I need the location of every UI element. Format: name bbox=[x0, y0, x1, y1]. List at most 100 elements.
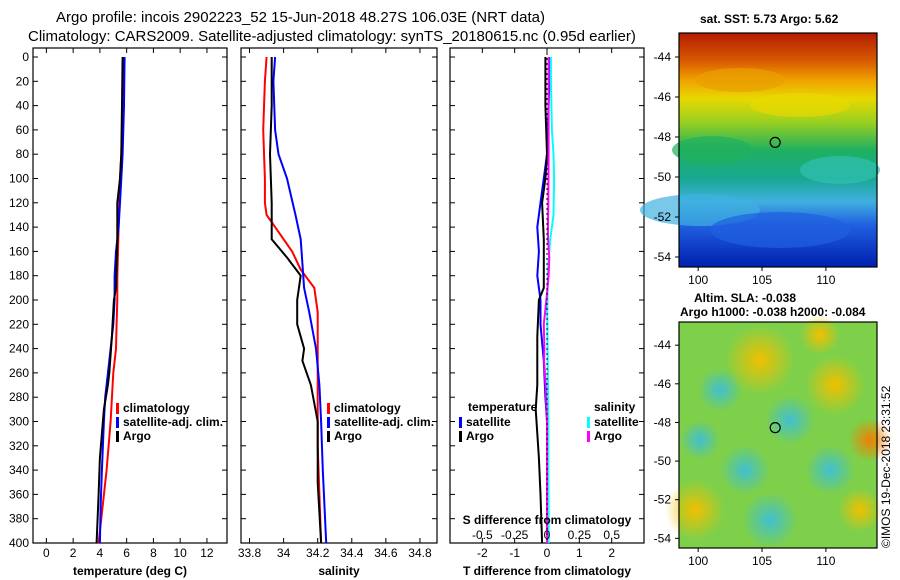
sla-eddy bbox=[805, 355, 865, 415]
diff-legend-t-sat-label: satellite bbox=[466, 415, 511, 429]
lat-tick-label: -52 bbox=[654, 493, 672, 507]
x-tick-label: 12 bbox=[200, 546, 214, 560]
x-tick-label: 6 bbox=[123, 546, 130, 560]
sla-eddy bbox=[800, 315, 840, 355]
y-tick-label: 280 bbox=[9, 390, 29, 404]
sal-legend-0-swatch bbox=[327, 403, 330, 414]
y-tick-label: 260 bbox=[9, 366, 29, 380]
temperature-frame bbox=[32, 47, 228, 544]
sst-patch bbox=[672, 136, 752, 164]
temperature-series-satellite-adj-clim- bbox=[98, 56, 126, 544]
diff-legend-t-argo-label: Argo bbox=[466, 429, 494, 443]
y-tick-label: 220 bbox=[9, 317, 29, 331]
sst-patch bbox=[750, 93, 850, 117]
diff-legend-s-sat-swatch bbox=[587, 417, 590, 428]
y-tick-label: 340 bbox=[9, 463, 29, 477]
lat-tick-label: -50 bbox=[654, 170, 672, 184]
diff-legend-s-argo-swatch bbox=[587, 431, 590, 442]
sla-eddy bbox=[848, 418, 892, 462]
y-tick-label: 160 bbox=[9, 244, 29, 258]
s-diff-tick-label: 0.5 bbox=[603, 528, 620, 542]
temp-legend-1-swatch bbox=[116, 417, 119, 428]
y-tick-label: 40 bbox=[16, 99, 30, 113]
temp-legend-2-swatch bbox=[116, 431, 119, 442]
y-tick-label: 80 bbox=[16, 147, 30, 161]
legend-salinity-title: salinity bbox=[594, 400, 636, 414]
lon-tick-label: 100 bbox=[688, 554, 708, 568]
x-tick-label: 2 bbox=[70, 546, 77, 560]
diff-legend-s-sat-label: satellite bbox=[594, 415, 639, 429]
y-tick-label: 60 bbox=[16, 123, 30, 137]
sla-eddy bbox=[838, 488, 882, 532]
sst-map: 100 105 110 -44 -46 -48 -50 -52 -54 bbox=[640, 32, 880, 287]
map-frame bbox=[678, 32, 878, 268]
x-tick-label: -1 bbox=[509, 546, 520, 560]
y-tick-label: 300 bbox=[9, 415, 29, 429]
lon-tick-label: 105 bbox=[752, 554, 772, 568]
sst-patch bbox=[710, 212, 850, 248]
s-diff-xlabel: S difference from climatology bbox=[463, 513, 632, 527]
lat-tick-label: -54 bbox=[654, 250, 672, 264]
sla-map: 100 105 110 -44 -46 -48 -50 -52 -54 bbox=[654, 315, 892, 568]
x-tick-label: 34.2 bbox=[306, 546, 330, 560]
s-diff-tick-label: 0 bbox=[544, 528, 551, 542]
map-frame bbox=[678, 321, 878, 549]
sla-eddy bbox=[665, 480, 725, 540]
sla-map-title: Altim. SLA: -0.038 bbox=[694, 291, 796, 305]
temp-legend-0-label: climatology bbox=[123, 401, 190, 415]
lon-tick-label: 110 bbox=[816, 554, 835, 568]
lat-tick-label: -48 bbox=[654, 415, 672, 429]
sla-map-subtitle: Argo h1000: -0.038 h2000: -0.084 bbox=[680, 305, 866, 319]
difference-xlabel: T difference from climatology bbox=[463, 564, 631, 578]
x-tick-label: 33.8 bbox=[238, 546, 262, 560]
x-tick-label: 1 bbox=[576, 546, 583, 560]
temp-legend-0-swatch bbox=[116, 403, 119, 414]
lat-tick-label: -46 bbox=[654, 377, 672, 391]
sal-legend-2-swatch bbox=[327, 431, 330, 442]
sal-legend-0-label: climatology bbox=[334, 401, 401, 415]
diff-legend-s-argo-label: Argo bbox=[594, 429, 622, 443]
difference-series-t-argo bbox=[534, 57, 549, 544]
x-tick-label: 0 bbox=[43, 546, 50, 560]
s-diff-tick-label: 0.25 bbox=[568, 528, 592, 542]
x-tick-label: 8 bbox=[150, 546, 157, 560]
sst-patch bbox=[800, 156, 880, 184]
temp-legend-2-label: Argo bbox=[123, 429, 151, 443]
sal-legend-1-swatch bbox=[327, 417, 330, 428]
lat-tick-label: -44 bbox=[654, 338, 672, 352]
sla-eddy bbox=[680, 420, 720, 460]
figure-title-line1: Argo profile: incois 2902223_52 15-Jun-2… bbox=[56, 9, 545, 26]
x-tick-label: 4 bbox=[97, 546, 104, 560]
sla-eddy bbox=[742, 492, 798, 548]
temp-legend-1-label: satellite-adj. clim. bbox=[123, 415, 223, 429]
x-tick-label: 2 bbox=[608, 546, 615, 560]
imos-watermark: ©IMOS 19-Dec-2018 23:31:52 bbox=[879, 385, 893, 548]
y-tick-label: 360 bbox=[9, 487, 29, 501]
lon-tick-label: 110 bbox=[816, 273, 835, 287]
temperature-panel: 0204060801001201401601802002202402602803… bbox=[9, 47, 228, 578]
y-tick-label: 380 bbox=[9, 512, 29, 526]
y-tick-label: 240 bbox=[9, 342, 29, 356]
sla-eddy bbox=[720, 445, 770, 495]
x-tick-label: 0 bbox=[544, 546, 551, 560]
salinity-xlabel: salinity bbox=[318, 564, 360, 578]
y-tick-label: 320 bbox=[9, 439, 29, 453]
y-tick-label: 400 bbox=[9, 536, 29, 550]
y-tick-label: 20 bbox=[16, 74, 30, 88]
sla-eddy bbox=[765, 395, 815, 445]
argo-location-marker bbox=[769, 422, 781, 434]
diff-legend-t-sat-swatch bbox=[459, 417, 462, 428]
argo-location-marker bbox=[769, 136, 781, 148]
x-tick-label: 10 bbox=[173, 546, 187, 560]
sla-eddy bbox=[725, 325, 795, 395]
salinity-series-argo bbox=[268, 57, 323, 544]
difference-series-s-argo bbox=[542, 57, 551, 543]
salinity-series-satellite-adj-clim- bbox=[272, 56, 328, 544]
y-tick-label: 180 bbox=[9, 269, 29, 283]
lat-tick-label: -44 bbox=[654, 50, 672, 64]
diff-legend-t-argo-swatch bbox=[459, 431, 462, 442]
lon-tick-label: 105 bbox=[752, 273, 772, 287]
legend-temperature-title: temperature bbox=[468, 400, 538, 414]
x-tick-label: 34.4 bbox=[340, 546, 364, 560]
